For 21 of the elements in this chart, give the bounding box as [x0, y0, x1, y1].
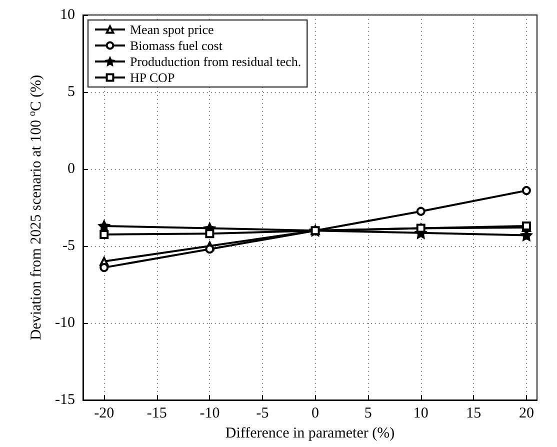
y-tick-label: 10: [60, 7, 75, 23]
x-axis-title: Difference in parameter (%): [225, 425, 395, 442]
x-tick-label: -5: [256, 406, 269, 422]
legend-label: Produduction from residual tech.: [130, 54, 302, 69]
y-tick-label: -5: [62, 238, 75, 254]
y-tick-label: 0: [68, 161, 75, 177]
x-tick-label: 5: [364, 406, 372, 422]
y-tick-label: -10: [55, 315, 75, 331]
legend-label: Biomass fuel cost: [130, 38, 223, 53]
x-tick-label: -15: [146, 406, 167, 422]
x-tick-label: 0: [312, 406, 320, 422]
x-tick-label: 10: [413, 406, 428, 422]
legend-label: HP COP: [130, 70, 175, 85]
y-tick-label: -15: [55, 392, 75, 408]
x-tick-label: -20: [94, 406, 114, 422]
y-tick-label: 5: [68, 84, 75, 100]
x-tick-label: 20: [518, 406, 534, 422]
y-axis-title: Deviation from 2025 scenario at 100 oC (%): [27, 74, 45, 340]
x-tick-label: 15: [466, 406, 482, 422]
legend-label: Mean spot price: [130, 22, 214, 37]
x-tick-label: -10: [200, 406, 220, 422]
